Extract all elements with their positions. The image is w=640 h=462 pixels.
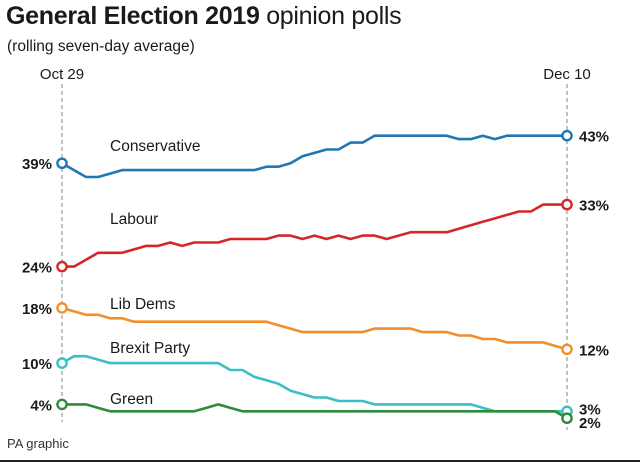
labour-start-value-label: 24% bbox=[22, 260, 52, 277]
brexit-party-start-point bbox=[56, 357, 68, 369]
x-end-label: Dec 10 bbox=[543, 66, 591, 83]
lib-dems-series-name-label: Lib Dems bbox=[110, 296, 176, 313]
conservative-start-point bbox=[56, 157, 68, 170]
conservative-end-value-label: 43% bbox=[579, 129, 609, 146]
credit-text: PA graphic bbox=[7, 436, 69, 451]
lib-dems-series-line bbox=[60, 306, 569, 351]
conservative-series-name-label: Conservative bbox=[110, 138, 200, 155]
chart-title-rest: opinion polls bbox=[259, 2, 402, 30]
bottom-rule bbox=[0, 460, 640, 462]
brexit-party-series-line bbox=[60, 354, 569, 413]
conservative-end-point bbox=[561, 129, 573, 142]
conservative-start-value-label: 39% bbox=[22, 156, 52, 173]
chart-title: General Election 2019 opinion polls bbox=[6, 2, 402, 31]
chart-title-bold: General Election 2019 bbox=[6, 2, 260, 30]
brexit-party-end-value-label: 3% bbox=[579, 401, 601, 418]
green-end-value-label: 2% bbox=[579, 415, 601, 432]
labour-series-line bbox=[60, 203, 569, 268]
labour-start-point bbox=[56, 260, 68, 273]
chart-subtitle: (rolling seven-day average) bbox=[7, 38, 195, 55]
lib-dems-start-value-label: 18% bbox=[22, 301, 52, 318]
labour-series-name-label: Labour bbox=[110, 211, 158, 228]
lib-dems-end-point bbox=[561, 343, 573, 356]
green-series-line bbox=[60, 403, 569, 420]
conservative-series-line bbox=[60, 134, 569, 179]
green-start-point bbox=[56, 398, 68, 411]
lib-dems-end-value-label: 12% bbox=[579, 342, 609, 359]
x-start-label: Oct 29 bbox=[40, 66, 84, 83]
labour-end-point bbox=[561, 198, 573, 211]
green-series-name-label: Green bbox=[110, 391, 153, 408]
brexit-party-series-name-label: Brexit Party bbox=[110, 340, 190, 357]
labour-end-value-label: 33% bbox=[579, 198, 609, 215]
lib-dems-start-point bbox=[56, 302, 68, 314]
green-end-point bbox=[561, 412, 573, 425]
brexit-party-start-value-label: 10% bbox=[22, 356, 52, 373]
green-start-value-label: 4% bbox=[30, 397, 52, 414]
